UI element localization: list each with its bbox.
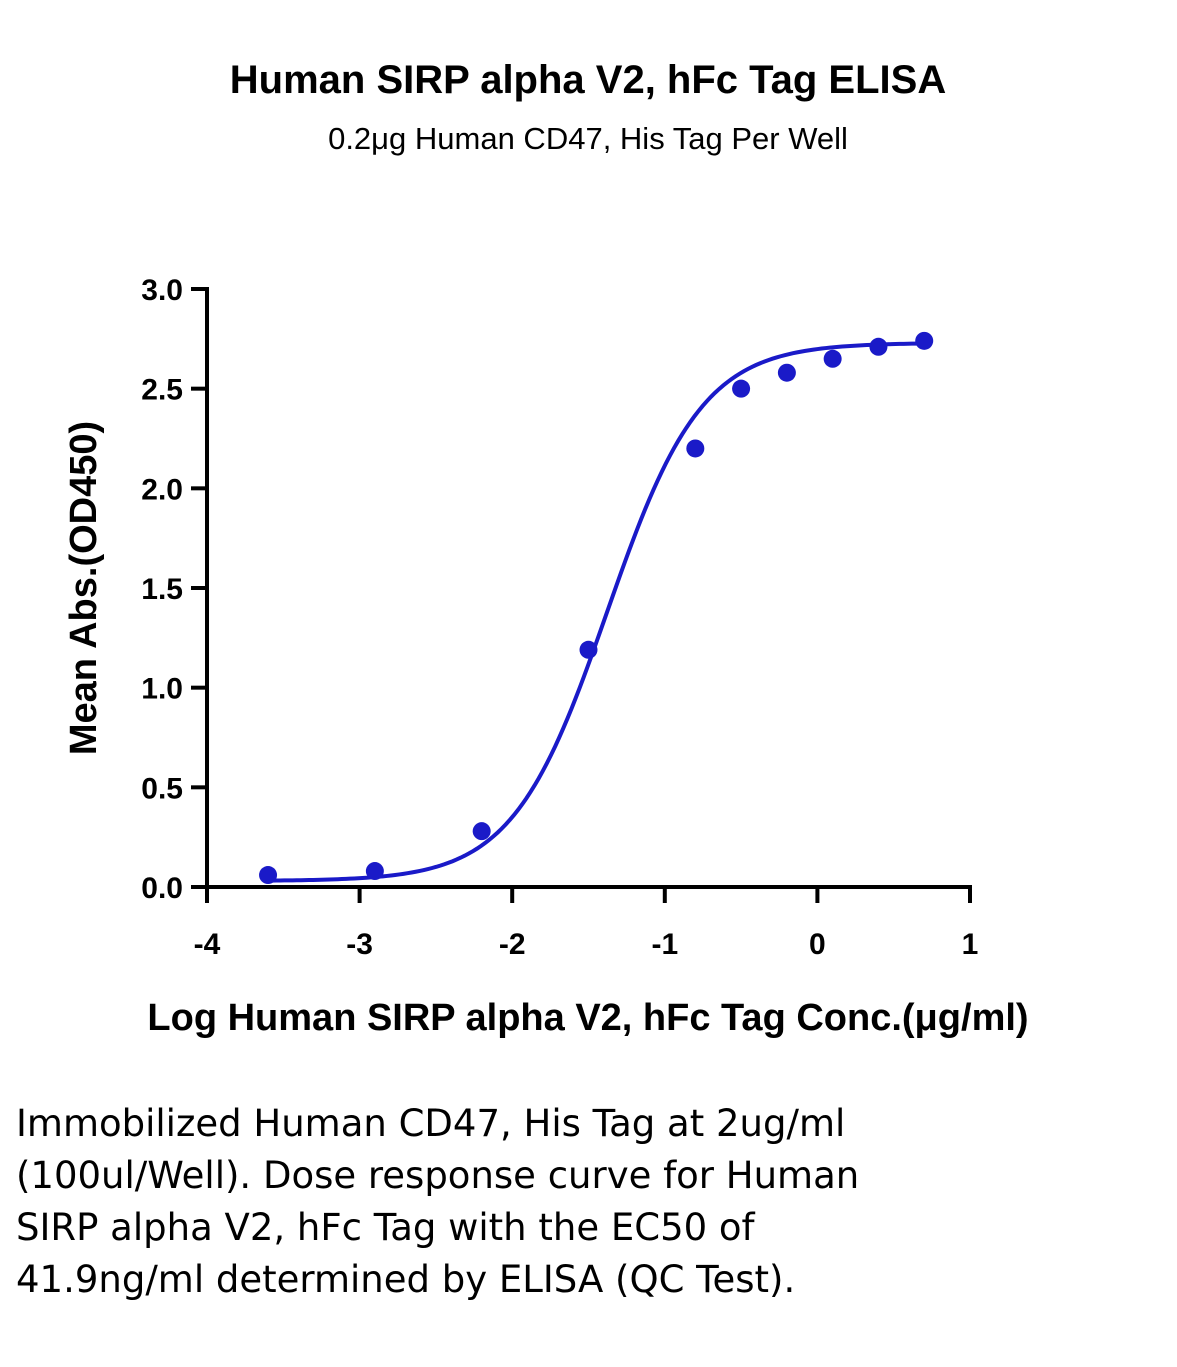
y-tick-label: 1.0: [141, 673, 183, 706]
chart-title: Human SIRP alpha V2, hFc Tag ELISA: [230, 58, 946, 102]
y-tick-label: 2.0: [141, 473, 183, 506]
data-point: [365, 862, 384, 881]
data-point: [579, 640, 598, 659]
data-point: [259, 866, 278, 885]
axis-ticks: 0.0 0.5 1.0 1.5 2.0 2.5 3.0 -4 -3 -2 -1 0 1: [141, 274, 978, 961]
y-tick-label: 0.5: [141, 772, 183, 805]
y-tick-label: 3.0: [141, 274, 183, 307]
x-tick-label: -3: [346, 928, 373, 961]
data-point: [686, 439, 705, 458]
figure-caption: Immobilized Human CD47, His Tag at 2ug/m…: [16, 1102, 860, 1301]
x-axis-label: Log Human SIRP alpha V2, hFc Tag Conc.(μ…: [147, 997, 1028, 1039]
y-axis-label: Mean Abs.(OD450): [63, 421, 105, 755]
chart-subtitle: 0.2μg Human CD47, His Tag Per Well: [328, 121, 848, 156]
x-tick-label: -1: [651, 928, 678, 961]
x-tick-label: 0: [809, 928, 826, 961]
data-point: [472, 822, 491, 841]
x-tick-label: 1: [962, 928, 979, 961]
x-tick-label: -4: [194, 928, 221, 961]
data-point: [732, 379, 751, 398]
data-point: [823, 349, 842, 368]
y-tick-label: 2.5: [141, 374, 183, 407]
data-point: [777, 363, 796, 382]
fit-curve-layer: [268, 341, 925, 883]
data-points-layer: [259, 331, 934, 885]
y-tick-label: 0.0: [141, 872, 183, 905]
data-point: [869, 337, 888, 356]
data-point: [915, 331, 934, 350]
x-tick-label: -2: [499, 928, 526, 961]
fit-curve: [268, 341, 925, 883]
y-tick-label: 1.5: [141, 573, 183, 606]
